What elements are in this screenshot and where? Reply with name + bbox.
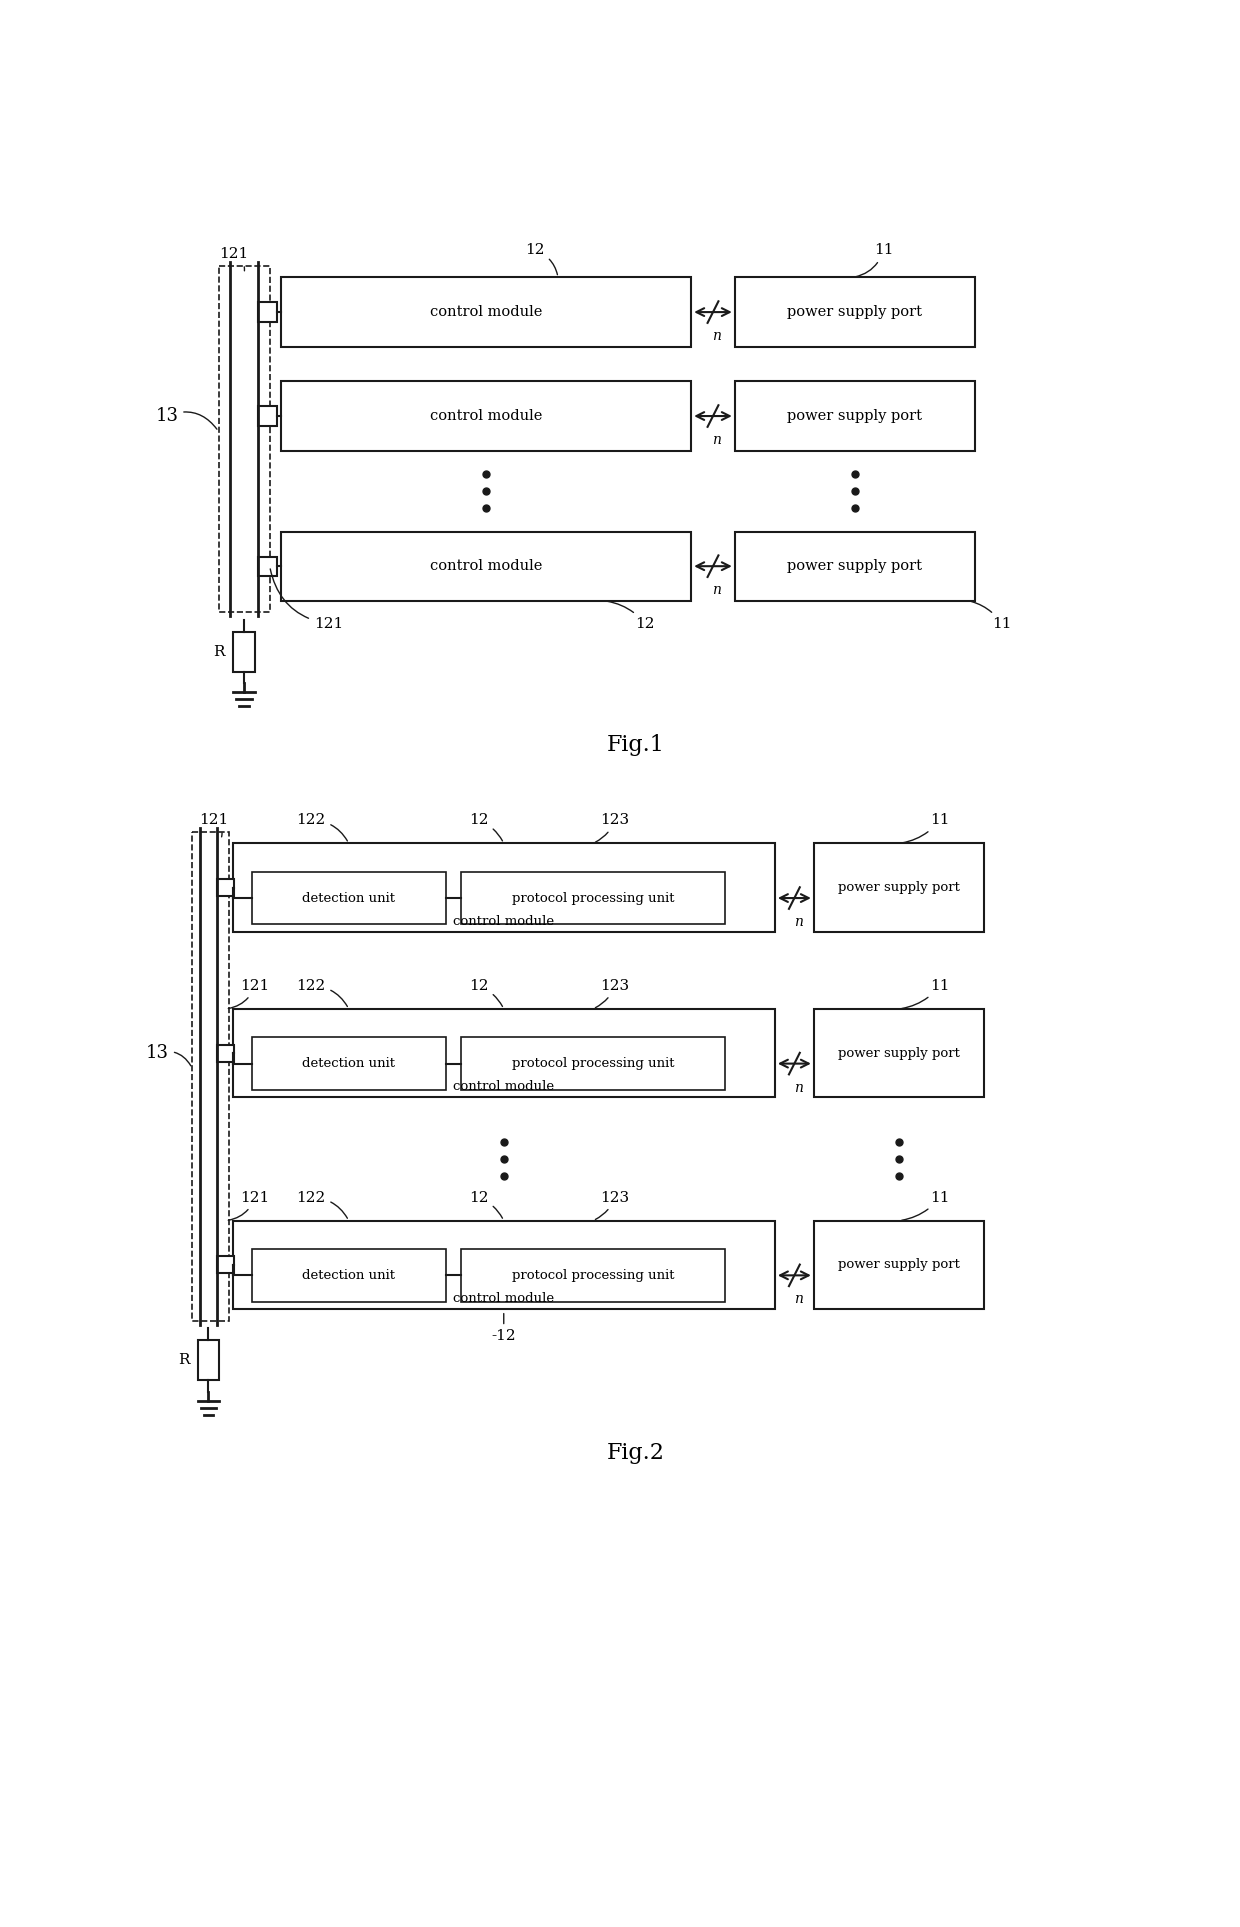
Text: power supply port: power supply port — [787, 409, 923, 424]
Bar — [813, 1010, 985, 1098]
Bar — [734, 277, 975, 347]
Bar — [258, 407, 278, 426]
Text: n: n — [713, 434, 722, 447]
Text: protocol processing unit: protocol processing unit — [512, 1268, 675, 1281]
Text: 12: 12 — [469, 1191, 502, 1218]
Text: R: R — [213, 646, 226, 659]
Text: n: n — [713, 330, 722, 343]
Text: power supply port: power supply port — [838, 1258, 960, 1272]
Text: n: n — [794, 915, 802, 929]
Text: Fig.1: Fig.1 — [606, 734, 665, 755]
Bar — [192, 832, 229, 1320]
Bar — [734, 382, 975, 451]
Bar — [461, 1249, 724, 1301]
Bar — [461, 1037, 724, 1091]
Text: protocol processing unit: protocol processing unit — [512, 1058, 675, 1069]
Text: Fig.2: Fig.2 — [606, 1441, 665, 1465]
Bar — [252, 1249, 445, 1301]
Text: detection unit: detection unit — [303, 1058, 396, 1069]
Bar — [233, 1220, 775, 1308]
Text: -12: -12 — [491, 1314, 516, 1343]
Bar — [734, 532, 975, 601]
Bar — [280, 532, 692, 601]
Text: control module: control module — [453, 1291, 554, 1305]
Text: n: n — [794, 1293, 802, 1307]
Bar — [461, 871, 724, 925]
Text: protocol processing unit: protocol processing unit — [512, 892, 675, 904]
Text: 11: 11 — [901, 1191, 950, 1220]
Bar — [280, 277, 692, 347]
Text: 121: 121 — [228, 1191, 270, 1220]
Bar — [258, 303, 278, 322]
Text: 122: 122 — [296, 1191, 347, 1218]
Bar — [813, 844, 985, 933]
Text: control module: control module — [430, 559, 542, 572]
Text: detection unit: detection unit — [303, 892, 396, 904]
Text: power supply port: power supply port — [838, 881, 960, 894]
Bar — [252, 871, 445, 925]
Text: 123: 123 — [595, 813, 630, 842]
Text: 13: 13 — [155, 407, 217, 430]
Bar — [813, 1220, 985, 1308]
Bar — [217, 1256, 234, 1274]
Text: 12: 12 — [469, 813, 502, 840]
Text: power supply port: power supply port — [787, 304, 923, 320]
Text: control module: control module — [453, 915, 554, 927]
Bar — [233, 632, 255, 673]
Bar — [233, 1010, 775, 1098]
Text: 121: 121 — [218, 247, 248, 272]
Text: 121: 121 — [270, 568, 343, 630]
Text: 121: 121 — [228, 979, 270, 1008]
Text: power supply port: power supply port — [838, 1046, 960, 1060]
Text: n: n — [713, 584, 722, 597]
Bar — [218, 266, 270, 613]
Text: control module: control module — [430, 409, 542, 424]
Text: control module: control module — [453, 1081, 554, 1093]
Text: 12: 12 — [469, 979, 502, 1006]
Text: 13: 13 — [146, 1044, 191, 1066]
Text: detection unit: detection unit — [303, 1268, 396, 1281]
Text: 123: 123 — [595, 1191, 630, 1220]
Text: control module: control module — [430, 304, 542, 320]
Text: 11: 11 — [856, 243, 893, 277]
Bar — [233, 844, 775, 933]
Text: R: R — [177, 1353, 190, 1366]
Bar — [258, 557, 278, 576]
Bar — [197, 1339, 219, 1380]
Bar — [217, 1044, 234, 1062]
Bar — [252, 1037, 445, 1091]
Text: power supply port: power supply port — [787, 559, 923, 572]
Text: 122: 122 — [296, 979, 347, 1006]
Text: 12: 12 — [525, 243, 558, 276]
Text: 12: 12 — [608, 601, 655, 630]
Text: 11: 11 — [901, 979, 950, 1008]
Bar — [280, 382, 692, 451]
Text: 11: 11 — [901, 813, 950, 842]
Text: 122: 122 — [296, 813, 347, 840]
Text: n: n — [794, 1081, 802, 1095]
Text: 121: 121 — [200, 813, 228, 836]
Bar — [217, 879, 234, 896]
Text: 123: 123 — [595, 979, 630, 1008]
Text: 11: 11 — [971, 601, 1012, 630]
